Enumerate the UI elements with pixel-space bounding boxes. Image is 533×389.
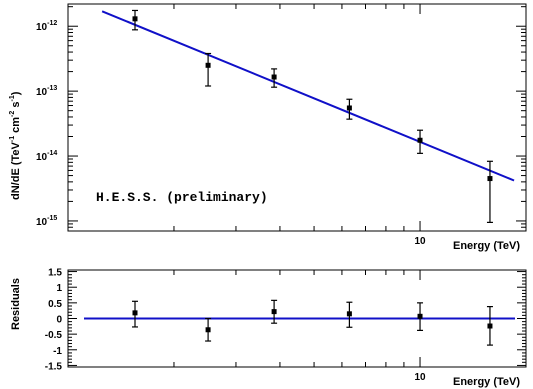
point-marker — [132, 16, 138, 22]
spectrum-x-axis-title: Energy (TeV) — [453, 240, 520, 252]
data-point — [271, 299, 278, 324]
y-tick-label: 0 — [56, 315, 62, 326]
y-tick-label-base: 10 — [36, 22, 48, 33]
ylabel-part-b: cm — [10, 117, 22, 136]
y-tick-label-base: 10 — [36, 87, 48, 98]
point-marker — [271, 309, 277, 315]
y-tick-label: 0.5 — [48, 299, 62, 310]
power-law-fit-line — [101, 10, 515, 182]
data-point — [132, 9, 139, 31]
residuals-data-points — [132, 299, 493, 346]
y-tick-label-base: 10 — [36, 217, 48, 228]
ylabel-exp-c: -1 — [9, 95, 16, 101]
y-tick-label: 10-14 — [36, 150, 57, 163]
y-tick-label: -1.5 — [45, 361, 63, 372]
data-point — [346, 98, 353, 120]
point-marker — [487, 176, 493, 182]
point-marker — [132, 310, 138, 316]
spectrum-y-ticks — [68, 6, 526, 228]
spectrum-y-axis-title: dN/dE (TeV-1 cm-2 s-1) — [9, 91, 22, 200]
ylabel-exp-b: -2 — [9, 111, 16, 117]
data-point — [271, 68, 278, 88]
data-point — [205, 52, 212, 87]
residuals-y-tick-labels: 1.5 1 0.5 0 -0.5 -1 -1.5 — [45, 268, 63, 373]
point-marker — [346, 105, 352, 111]
y-tick-label: 1 — [56, 283, 62, 294]
residuals-x-axis-title: Energy (TeV) — [453, 376, 520, 388]
y-tick-label: 1.5 — [48, 268, 62, 279]
ylabel-exp-a: -1 — [9, 136, 16, 142]
ylabel-part-a: dN/dE (TeV — [10, 141, 22, 200]
y-tick-label: -0.5 — [45, 330, 63, 341]
y-tick-label-base: 10 — [36, 152, 48, 163]
ylabel-part-d: ) — [10, 91, 22, 95]
point-marker — [205, 62, 211, 68]
spectrum-data-points — [132, 9, 493, 223]
residuals-y-ticks — [68, 271, 526, 366]
point-marker — [205, 327, 211, 333]
residuals-x-tick-labels: 10 — [414, 372, 426, 383]
spectrum-x-tick-labels: 10 — [414, 236, 426, 247]
y-tick-label-exp: -14 — [47, 150, 57, 157]
y-tick-label: 10-15 — [36, 215, 57, 228]
point-marker — [487, 323, 493, 329]
data-point — [417, 302, 424, 331]
point-marker — [417, 313, 423, 319]
ylabel-part-c: s — [10, 102, 22, 111]
y-tick-label-exp: -13 — [47, 85, 57, 92]
data-point — [486, 160, 493, 223]
data-point — [417, 129, 424, 154]
y-tick-label: 10-12 — [36, 20, 57, 33]
y-tick-label: 10-13 — [36, 85, 57, 98]
residuals-y-axis-title: Residuals — [10, 278, 22, 330]
x-tick-label: 10 — [414, 236, 426, 247]
data-point — [346, 301, 353, 328]
spectrum-plot-frame — [67, 3, 527, 232]
data-point — [132, 300, 139, 328]
y-tick-label-exp: -12 — [47, 20, 57, 27]
point-marker — [417, 137, 423, 143]
data-point — [486, 306, 493, 346]
data-point — [205, 317, 212, 342]
x-tick-label: 10 — [414, 372, 426, 383]
point-marker — [346, 311, 352, 317]
y-tick-label: -1 — [53, 346, 62, 357]
hess-annotation: H.E.S.S. (preliminary) — [96, 190, 268, 205]
residuals-panel: 1.5 1 0.5 0 -0.5 -1 -1.5 10 Energy (TeV) Resid… — [10, 268, 527, 388]
y-tick-label-exp: -15 — [47, 215, 57, 222]
point-marker — [271, 74, 277, 80]
